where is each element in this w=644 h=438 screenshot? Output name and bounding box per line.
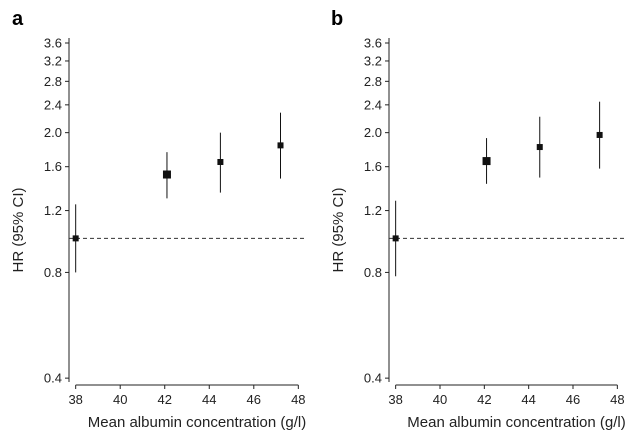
hr-point [482, 157, 491, 166]
panel-letter: a [12, 8, 24, 30]
x-tick-label: 48 [610, 392, 624, 407]
y-tick-label: 1.6 [44, 159, 62, 174]
y-tick-label: 0.4 [364, 371, 382, 386]
y-axis-title: HR (95% CI) [10, 187, 27, 272]
y-tick-label: 3.6 [364, 36, 382, 51]
y-tick-label: 2.0 [44, 125, 62, 140]
x-tick-label: 46 [247, 392, 261, 407]
y-tick-label: 1.6 [364, 159, 382, 174]
y-tick-label: 3.2 [364, 53, 382, 68]
chart-panel-b: b 0.4 0.8 1.2 1.6 2.0 2.4 2.8 3.2 3.6 38 40 42 44 46 48… [330, 8, 626, 431]
y-tick-label: 2.4 [364, 97, 382, 112]
x-tick-label: 44 [202, 392, 216, 407]
y-tick-label: 0.8 [44, 265, 62, 280]
hr-point [277, 142, 284, 149]
x-tick-label: 40 [113, 392, 127, 407]
hr-point [162, 170, 171, 179]
x-tick-label: 40 [433, 392, 447, 407]
y-tick-label: 3.2 [44, 53, 62, 68]
x-tick-label: 44 [521, 392, 535, 407]
x-axis-title: Mean albumin concentration (g/l) [88, 414, 306, 431]
x-tick-label: 38 [388, 392, 402, 407]
panel-letter: b [331, 8, 343, 30]
y-tick-label: 1.2 [44, 203, 62, 218]
chart-panel-a: a 0.4 0.8 1.2 1.6 2.0 2.4 2.8 3.2 3.6 38 40 42 44 46 48… [10, 8, 306, 431]
hr-point [536, 144, 543, 151]
y-axis-title: HR (95% CI) [330, 187, 347, 272]
hr-point [392, 235, 399, 242]
x-tick-label: 46 [566, 392, 580, 407]
y-tick-label: 3.6 [44, 36, 62, 51]
x-tick-label: 48 [291, 392, 305, 407]
y-tick-label: 1.2 [364, 203, 382, 218]
y-tick-label: 0.8 [364, 265, 382, 280]
hr-point [72, 235, 79, 242]
y-tick-label: 2.4 [44, 97, 62, 112]
y-tick-label: 2.0 [364, 125, 382, 140]
y-tick-label: 0.4 [44, 371, 62, 386]
hr-point [596, 131, 603, 138]
hr-point [217, 158, 224, 165]
x-tick-label: 42 [158, 392, 172, 407]
y-tick-label: 2.8 [44, 74, 62, 89]
x-tick-label: 42 [477, 392, 491, 407]
y-tick-label: 2.8 [364, 74, 382, 89]
x-tick-label: 38 [68, 392, 82, 407]
x-axis-title: Mean albumin concentration (g/l) [407, 414, 625, 431]
